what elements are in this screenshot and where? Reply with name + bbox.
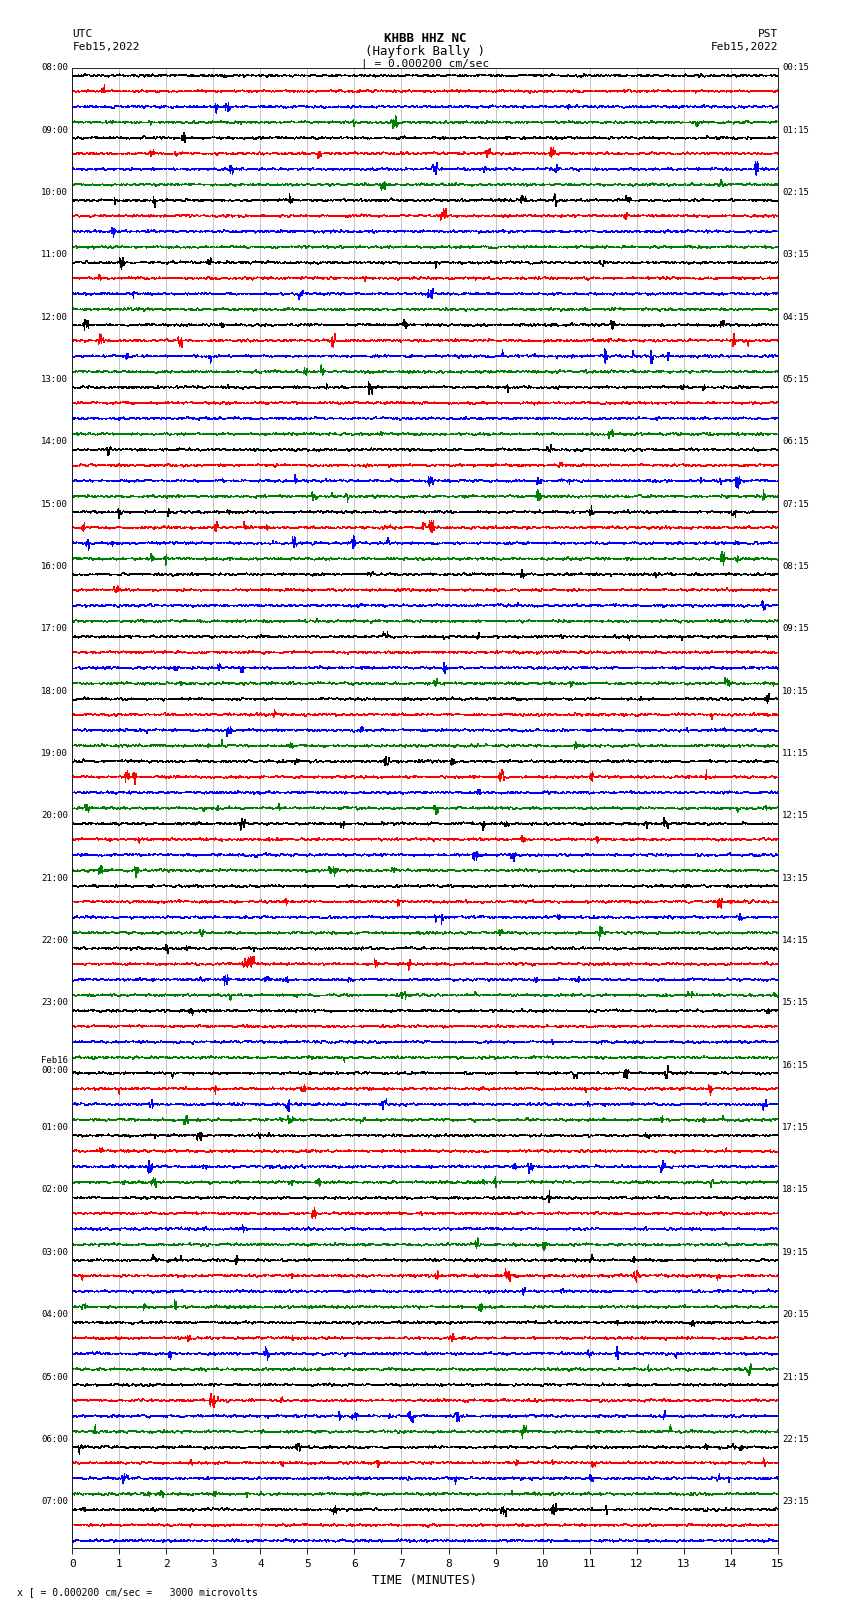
- Text: 03:00: 03:00: [41, 1248, 68, 1257]
- Text: 08:15: 08:15: [782, 561, 809, 571]
- Text: PST: PST: [757, 29, 778, 39]
- Text: 06:15: 06:15: [782, 437, 809, 447]
- Text: 22:15: 22:15: [782, 1436, 809, 1444]
- Text: 06:00: 06:00: [41, 1436, 68, 1444]
- Text: 02:00: 02:00: [41, 1186, 68, 1195]
- Text: 10:00: 10:00: [41, 189, 68, 197]
- Text: 01:15: 01:15: [782, 126, 809, 134]
- Text: Feb16
00:00: Feb16 00:00: [41, 1055, 68, 1074]
- Text: 16:00: 16:00: [41, 561, 68, 571]
- Text: 05:15: 05:15: [782, 374, 809, 384]
- Text: 16:15: 16:15: [782, 1061, 809, 1069]
- Text: 04:00: 04:00: [41, 1310, 68, 1319]
- Text: 21:15: 21:15: [782, 1373, 809, 1381]
- Text: (Hayfork Bally ): (Hayfork Bally ): [365, 45, 485, 58]
- Text: 00:15: 00:15: [782, 63, 809, 73]
- Text: 07:00: 07:00: [41, 1497, 68, 1507]
- Text: 20:00: 20:00: [41, 811, 68, 821]
- Text: 20:15: 20:15: [782, 1310, 809, 1319]
- Text: UTC: UTC: [72, 29, 93, 39]
- Text: 04:15: 04:15: [782, 313, 809, 321]
- Text: 23:15: 23:15: [782, 1497, 809, 1507]
- Text: 14:00: 14:00: [41, 437, 68, 447]
- Text: Feb15,2022: Feb15,2022: [72, 42, 139, 52]
- Text: 19:00: 19:00: [41, 748, 68, 758]
- Text: 03:15: 03:15: [782, 250, 809, 260]
- Text: 09:00: 09:00: [41, 126, 68, 134]
- Text: 05:00: 05:00: [41, 1373, 68, 1381]
- Text: 13:15: 13:15: [782, 874, 809, 882]
- Text: 11:15: 11:15: [782, 748, 809, 758]
- Text: 13:00: 13:00: [41, 374, 68, 384]
- Text: 08:00: 08:00: [41, 63, 68, 73]
- Text: 22:00: 22:00: [41, 936, 68, 945]
- Text: 09:15: 09:15: [782, 624, 809, 634]
- Text: 10:15: 10:15: [782, 687, 809, 695]
- Text: 19:15: 19:15: [782, 1248, 809, 1257]
- Text: 01:00: 01:00: [41, 1123, 68, 1132]
- Text: 15:15: 15:15: [782, 998, 809, 1008]
- Text: 14:15: 14:15: [782, 936, 809, 945]
- Text: 21:00: 21:00: [41, 874, 68, 882]
- Text: KHBB HHZ NC: KHBB HHZ NC: [383, 32, 467, 45]
- Text: x [ = 0.000200 cm/sec =   3000 microvolts: x [ = 0.000200 cm/sec = 3000 microvolts: [17, 1587, 258, 1597]
- Text: 02:15: 02:15: [782, 189, 809, 197]
- Text: | = 0.000200 cm/sec: | = 0.000200 cm/sec: [361, 58, 489, 69]
- Text: 07:15: 07:15: [782, 500, 809, 508]
- X-axis label: TIME (MINUTES): TIME (MINUTES): [372, 1574, 478, 1587]
- Text: 12:00: 12:00: [41, 313, 68, 321]
- Text: 23:00: 23:00: [41, 998, 68, 1008]
- Text: Feb15,2022: Feb15,2022: [711, 42, 778, 52]
- Text: 17:15: 17:15: [782, 1123, 809, 1132]
- Text: 17:00: 17:00: [41, 624, 68, 634]
- Text: 11:00: 11:00: [41, 250, 68, 260]
- Text: 12:15: 12:15: [782, 811, 809, 821]
- Text: 15:00: 15:00: [41, 500, 68, 508]
- Text: 18:00: 18:00: [41, 687, 68, 695]
- Text: 18:15: 18:15: [782, 1186, 809, 1195]
